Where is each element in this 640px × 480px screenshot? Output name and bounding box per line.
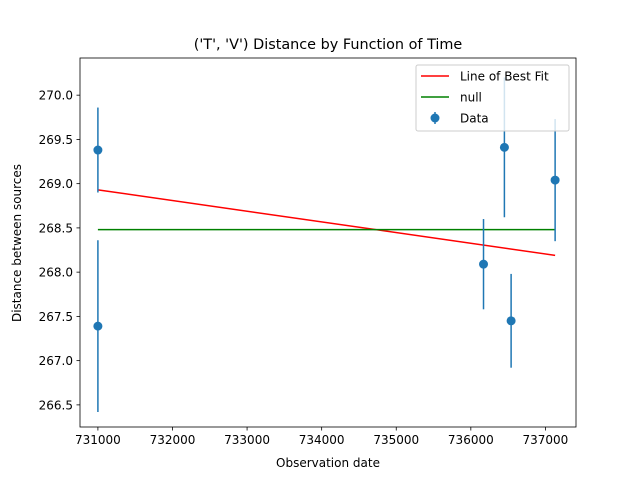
x-tick-label: 731000 xyxy=(75,433,121,447)
legend-entry-label: Data xyxy=(460,112,489,126)
x-tick-label: 736000 xyxy=(448,433,494,447)
x-tick-label: 733000 xyxy=(224,433,270,447)
x-axis: 731000 732000 733000 734000 735000 736000 7370… xyxy=(75,427,568,447)
x-tick-label: 735000 xyxy=(373,433,419,447)
y-tick-label: 267.5 xyxy=(39,310,73,324)
series-line-0 xyxy=(97,189,556,257)
y-axis-label: Distance between sources xyxy=(10,164,24,322)
legend-entry-label: null xyxy=(460,91,482,105)
data-point xyxy=(499,142,509,152)
legend: Line of Best Fit null Data xyxy=(415,64,570,132)
data-point xyxy=(550,175,560,185)
y-tick-label: 266.5 xyxy=(39,398,73,412)
legend-box xyxy=(415,64,570,132)
data-point xyxy=(506,316,516,326)
data-point xyxy=(93,145,103,155)
data-point xyxy=(479,259,489,269)
y-tick-label: 269.5 xyxy=(39,133,73,147)
x-tick-label: 732000 xyxy=(150,433,196,447)
y-tick-label: 270.0 xyxy=(39,89,73,103)
legend-entry-label: Line of Best Fit xyxy=(460,70,549,84)
y-tick-label: 267.0 xyxy=(39,354,73,368)
chart-title: ('T', 'V') Distance by Function of Time xyxy=(194,37,463,53)
y-axis: 266.5 267.0 267.5 268.0 268.5 269.0 269.5 270.0 xyxy=(39,89,80,412)
x-tick-label: 737000 xyxy=(523,433,569,447)
x-axis-label: Observation date xyxy=(276,456,380,470)
x-tick-label: 734000 xyxy=(299,433,345,447)
y-tick-label: 269.0 xyxy=(39,177,73,191)
y-tick-label: 268.0 xyxy=(39,266,73,280)
data-point xyxy=(93,321,103,331)
axes-frame xyxy=(79,57,577,428)
y-tick-label: 268.5 xyxy=(39,221,73,235)
legend-swatch-marker xyxy=(430,113,440,123)
